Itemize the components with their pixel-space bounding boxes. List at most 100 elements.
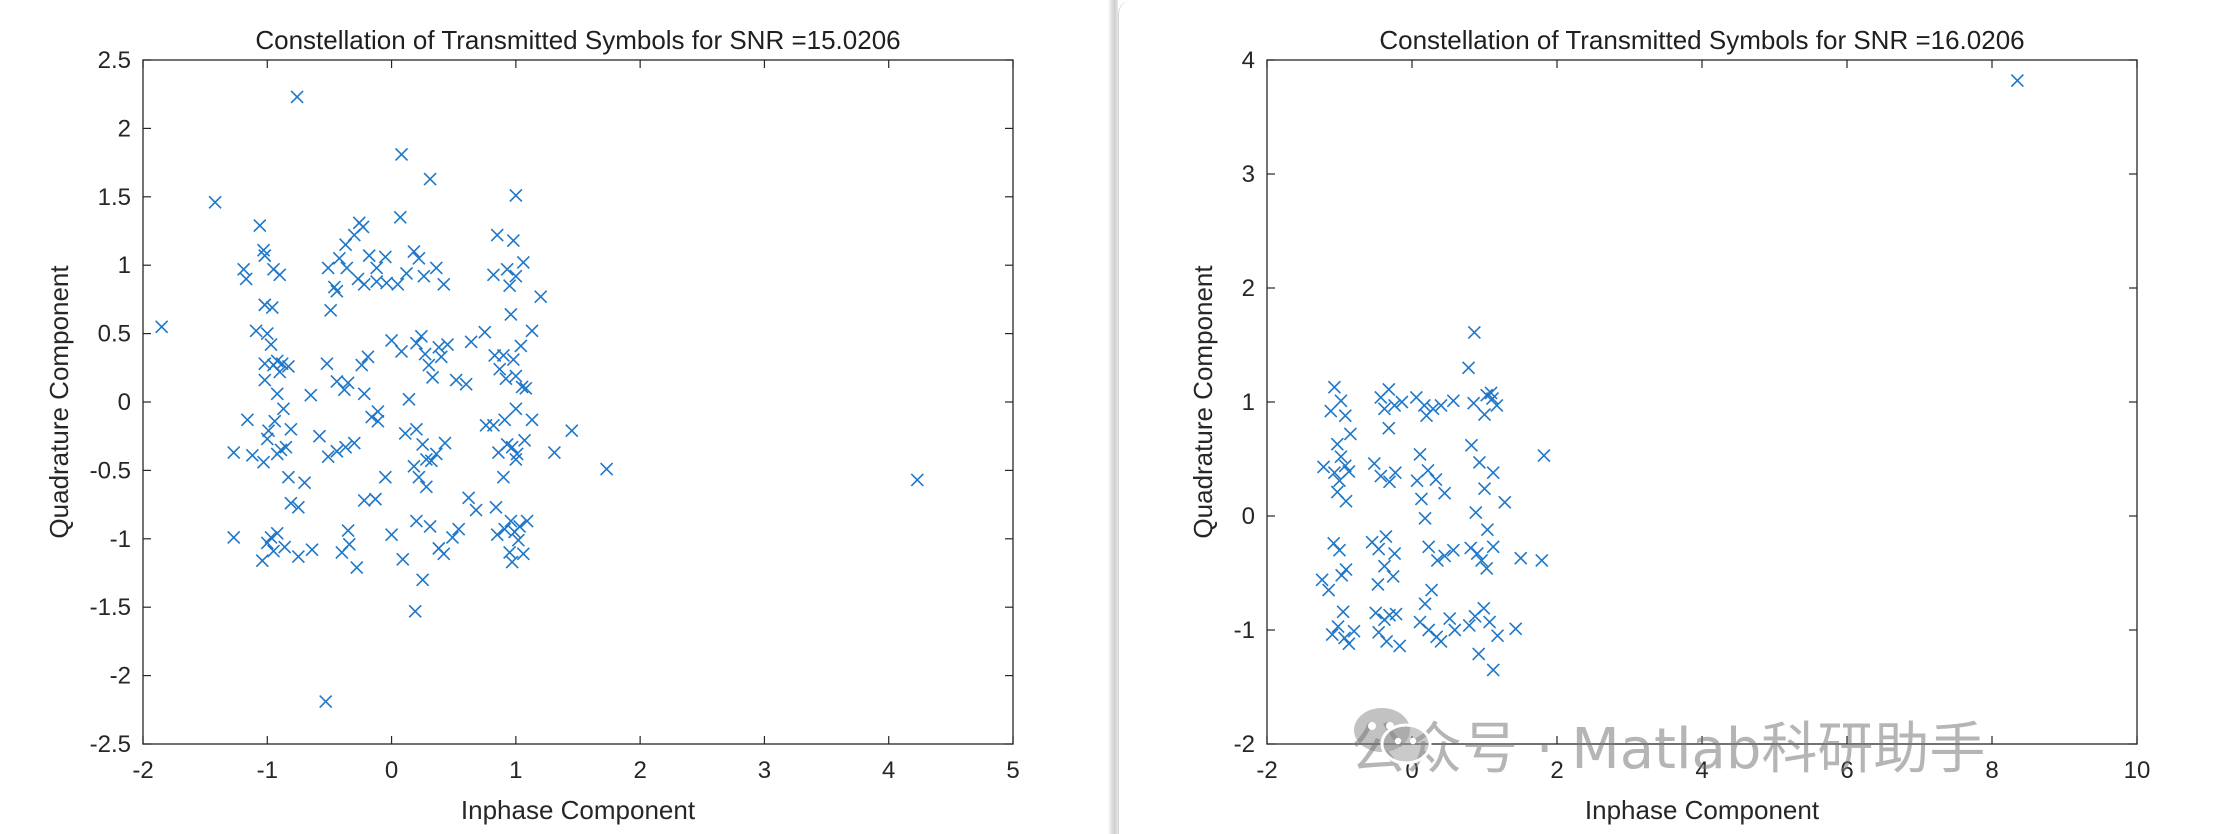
data-point-marker <box>504 307 518 322</box>
data-point-marker <box>419 452 433 467</box>
x-tick-label: 6 <box>1840 757 1853 784</box>
data-point-marker <box>1484 386 1498 400</box>
data-point-marker <box>509 452 523 467</box>
data-point-marker <box>362 249 376 263</box>
x-tick-label: 2 <box>1550 757 1563 784</box>
data-point-marker <box>305 543 319 557</box>
data-point-marker <box>298 476 312 490</box>
data-point-marker <box>412 251 426 265</box>
data-point-marker <box>520 514 534 528</box>
x-axis-label: Inphase Component <box>461 795 696 825</box>
data-point-marker <box>1434 634 1448 648</box>
data-point-marker <box>291 500 305 514</box>
data-point-marker <box>416 573 430 587</box>
y-tick-label: 1.5 <box>98 184 131 211</box>
data-point-marker <box>1330 437 1344 451</box>
data-point-marker <box>462 491 476 505</box>
data-point-marker <box>370 261 384 275</box>
data-point-marker <box>490 228 504 242</box>
y-tick-label: 1 <box>118 252 131 279</box>
y-tick-label: -2 <box>1234 731 1255 758</box>
y-axis-label: Quadrature Component <box>44 265 74 539</box>
data-point-marker <box>402 392 416 406</box>
y-tick-label: 2 <box>1242 275 1255 302</box>
y-tick-label: 2 <box>118 115 131 142</box>
data-point-marker <box>155 320 169 334</box>
data-point-marker <box>394 344 409 358</box>
y-tick-label: 0 <box>1242 503 1255 530</box>
data-point-marker <box>208 195 222 209</box>
data-point-marker <box>1374 469 1388 483</box>
data-point-marker <box>396 552 410 566</box>
data-point-marker <box>1462 618 1476 633</box>
data-point-marker <box>327 280 341 294</box>
data-point-marker <box>547 446 561 460</box>
data-point-marker <box>1537 449 1551 463</box>
data-point-marker <box>1509 622 1523 636</box>
x-tick-label: 4 <box>882 757 895 784</box>
data-point-marker <box>264 530 278 544</box>
data-point-marker <box>368 492 382 506</box>
data-point-marker <box>409 514 423 528</box>
data-point-marker <box>265 301 279 315</box>
data-point-marker <box>509 269 523 283</box>
data-point-marker <box>227 530 241 544</box>
data-point-marker <box>503 279 517 293</box>
data-point-marker <box>438 436 452 450</box>
data-point-marker <box>1371 577 1385 591</box>
x-tick-label: 5 <box>1006 757 1019 784</box>
data-point-marker <box>1470 547 1484 561</box>
data-point-marker <box>409 336 423 350</box>
data-point-marker <box>1382 421 1396 435</box>
data-point-marker <box>1446 543 1460 557</box>
data-point-marker <box>330 284 344 298</box>
data-point-marker <box>1332 543 1347 557</box>
figure-right: -2 0 2 4 6 8 10 -2 -1 0 1 2 3 4 Constellation of Trans… <box>1118 0 2235 834</box>
data-point-marker <box>1475 553 1489 568</box>
data-point-marker <box>350 560 364 575</box>
data-point-marker <box>1448 623 1462 637</box>
data-point-marker <box>357 277 371 291</box>
window-divider[interactable] <box>1108 0 1118 834</box>
data-point-marker <box>565 424 579 438</box>
data-point-marker <box>1377 402 1392 416</box>
data-point-marker <box>1335 568 1349 582</box>
data-point-marker <box>1422 540 1436 554</box>
data-point-marker <box>291 550 305 564</box>
data-point-marker <box>424 454 438 468</box>
data-point-marker <box>1336 605 1350 619</box>
data-point-marker <box>459 377 473 391</box>
data-point-marker <box>515 380 529 394</box>
data-point-marker <box>1480 388 1494 402</box>
scatter-chart-right: -2 0 2 4 6 8 10 -2 -1 0 1 2 3 4 Constellation of Trans… <box>1188 25 2150 825</box>
data-point-marker <box>357 493 371 508</box>
data-point-marker <box>505 440 519 454</box>
data-point-marker <box>504 514 518 528</box>
data-point-marker <box>1342 637 1356 651</box>
data-point-marker <box>910 473 924 487</box>
y-tick-label: 2.5 <box>98 47 131 74</box>
data-point-marker <box>1486 540 1500 554</box>
data-point-marker <box>1438 549 1452 563</box>
data-point-marker <box>270 447 284 461</box>
data-point-marker <box>1477 601 1491 615</box>
data-point-marker <box>1464 438 1479 452</box>
data-point-marker <box>1413 447 1427 462</box>
data-point-marker <box>270 526 284 540</box>
data-point-marker <box>1342 464 1356 479</box>
data-point-marker <box>1417 398 1431 412</box>
data-point-marker <box>304 388 318 402</box>
data-point-marker <box>1438 486 1452 500</box>
data-point-marker <box>342 537 356 551</box>
data-point-marker <box>408 604 422 618</box>
data-point-marker <box>416 437 430 451</box>
data-point-marker <box>324 303 338 317</box>
data-point-marker <box>330 444 344 458</box>
data-point-marker <box>1386 569 1400 583</box>
data-point-marker <box>1327 380 1341 394</box>
data-point-marker <box>432 340 446 354</box>
data-point-marker <box>399 266 414 280</box>
data-point-marker <box>418 347 432 361</box>
x-tick-label: 0 <box>1405 757 1418 784</box>
data-point-marker <box>1535 553 1549 568</box>
